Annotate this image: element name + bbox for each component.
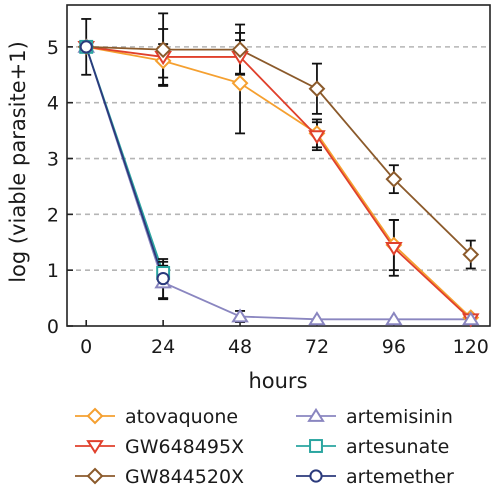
- data-point-artemisinin: [231, 308, 249, 323]
- data-point-gw844520x: [154, 41, 172, 59]
- legend-label-artesunate: artesunate: [346, 436, 449, 458]
- legend-label-artemether: artemether: [346, 466, 454, 488]
- y-axis-title: log (viable parasite+1): [6, 41, 30, 283]
- legend-marker-gw648495x: [86, 440, 104, 455]
- legend-label-artemisinin: artemisinin: [346, 406, 453, 428]
- y-tick-label: 2: [47, 204, 59, 226]
- data-point-gw648495x: [308, 130, 326, 145]
- data-point-gw844520x: [231, 41, 249, 59]
- y-tick-label: 1: [47, 260, 59, 282]
- legend-label-atovaquone: atovaquone: [125, 406, 238, 428]
- series-line-gw648495x: [86, 45, 472, 320]
- y-tick-label: 5: [47, 37, 59, 59]
- y-tick-label: 3: [47, 149, 59, 171]
- legend-marker-gw844520x: [86, 467, 104, 485]
- legend-label-gw648495x: GW648495X: [125, 436, 244, 458]
- series-line-gw844520x: [86, 45, 472, 256]
- data-point-artemether: [79, 40, 93, 54]
- legend-marker-atovaquone: [86, 407, 104, 425]
- x-tick-label: 48: [228, 336, 252, 358]
- y-tick-label: 4: [47, 93, 59, 115]
- data-point-gw844520x: [308, 80, 326, 98]
- data-point-atovaquone: [231, 74, 249, 92]
- series-line-artemisinin: [85, 46, 471, 321]
- series-line-artemether: [85, 46, 164, 279]
- x-tick-label: 0: [80, 336, 92, 358]
- x-tick-label: 24: [151, 336, 175, 358]
- data-point-gw844520x: [462, 246, 480, 263]
- x-tick-label: 96: [382, 336, 406, 358]
- x-axis-title: hours: [248, 369, 307, 393]
- legend-marker-artemisinin: [307, 407, 325, 422]
- data-point-gw648495x: [385, 241, 403, 257]
- x-tick-label: 72: [305, 336, 329, 358]
- data-point-artemisinin: [461, 311, 480, 326]
- y-tick-label: 0: [47, 316, 59, 338]
- data-point-artemisinin: [385, 311, 403, 326]
- data-point-gw844520x: [385, 170, 403, 188]
- series-line-atovaquone: [86, 45, 472, 319]
- data-point-artemether: [156, 271, 170, 286]
- legend-marker-artesunate: [309, 439, 323, 453]
- data-point-artemisinin: [308, 311, 326, 326]
- plot-frame: [66, 4, 491, 327]
- legend-marker-artemether: [309, 469, 323, 483]
- legend-label-gw844520x: GW844520X: [125, 466, 244, 488]
- x-tick-label: 120: [453, 336, 489, 358]
